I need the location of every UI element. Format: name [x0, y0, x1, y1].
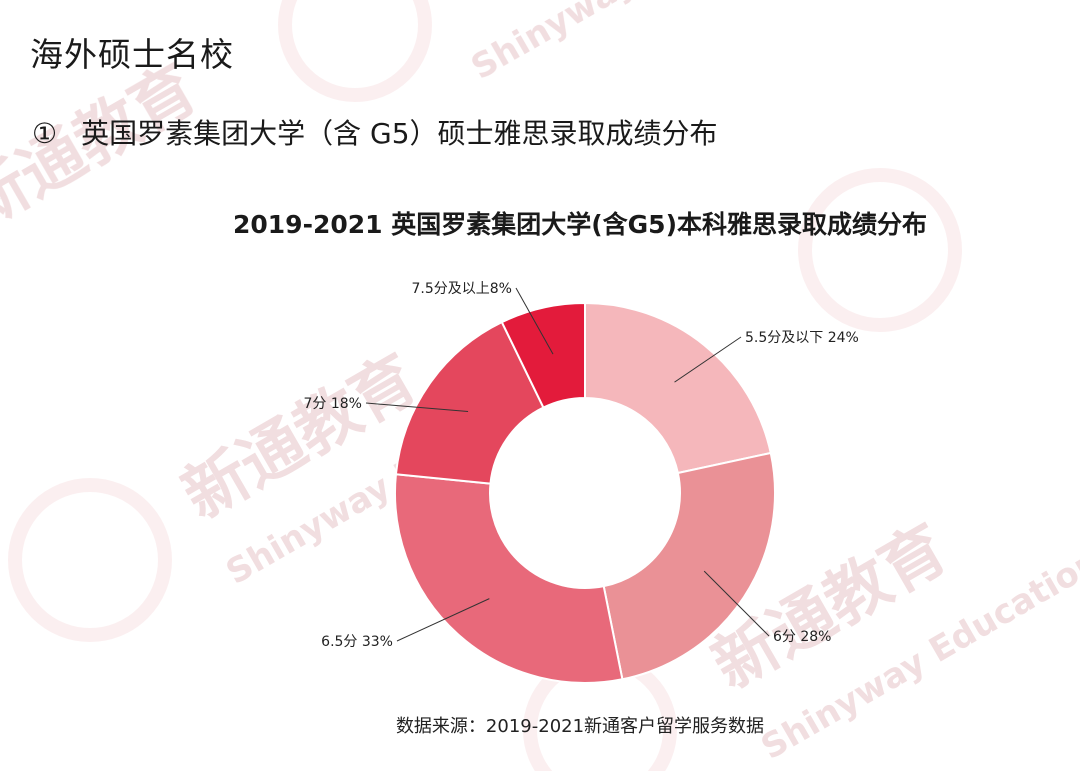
- slice-label-1: 5.5分及以下 24%: [745, 330, 859, 346]
- slice-label-5: 7.5分及以上8%: [412, 281, 512, 297]
- leader-line-5: [515, 287, 554, 355]
- section-subtitle: ① 英国罗素集团大学（含 G5）硕士雅思录取成绩分布: [32, 112, 718, 152]
- donut-slice-3: [394, 473, 624, 684]
- data-source-note: 数据来源：2019-2021新通客户留学服务数据: [395, 716, 765, 737]
- leader-line-3: [396, 598, 490, 642]
- donut-slice-4: [394, 320, 545, 485]
- slice-label-2: 6分 28%: [773, 629, 831, 645]
- slice-label-4: 7分 18%: [304, 396, 362, 412]
- donut-slice-5: [500, 301, 586, 409]
- leader-line-4: [365, 402, 469, 413]
- subtitle-text: 英国罗素集团大学（含 G5）硕士雅思录取成绩分布: [81, 117, 718, 150]
- leader-line-2: [703, 570, 770, 637]
- donut-slice-2: [602, 451, 776, 681]
- subtitle-marker: ①: [32, 117, 58, 150]
- leader-line-1: [674, 336, 742, 383]
- chart-title: 2019-2021 英国罗素集团大学(含G5)本科雅思录取成绩分布: [232, 210, 927, 239]
- page-title: 海外硕士名校: [30, 35, 234, 74]
- slice-label-3: 6.5分 33%: [321, 634, 393, 650]
- donut-slice-1: [584, 301, 772, 475]
